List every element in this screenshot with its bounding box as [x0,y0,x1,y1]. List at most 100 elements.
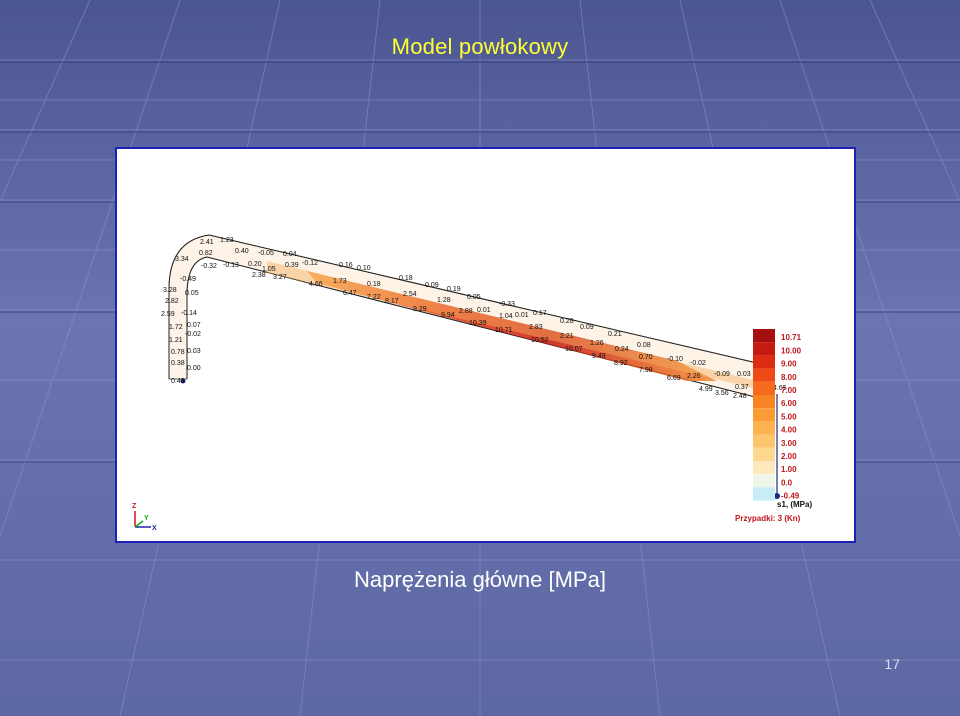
model-value-label: 0.05 [185,290,199,297]
model-value-label: -0.10 [667,356,683,363]
legend-level-label: 8.00 [781,373,797,382]
model-value-label: 10.71 [495,327,513,334]
legend-swatch [753,355,775,369]
legend-swatch [753,342,775,356]
model-value-label: 0.20 [248,261,262,268]
model-value-label: -0.02 [185,331,201,338]
model-value-label: 7.98 [639,367,653,374]
model-value-label: 2.41 [200,239,214,246]
model-value-label: -0.14 [181,310,197,317]
model-value-label: 0.08 [637,342,651,349]
model-value-label: 2.59 [161,311,175,318]
model-value-label: 1.23 [220,237,234,244]
model-value-label: 10.39 [469,320,487,327]
model-value-label: 3.34 [175,256,189,263]
model-value-label: 8.92 [614,360,628,367]
x-axis-label: X [152,525,157,532]
model-value-label: 10.52 [531,337,549,344]
model-value-label: 0.39 [285,262,299,269]
model-value-label: 0.09 [580,324,594,331]
shell-lower-edge [186,256,764,400]
stress-map-figure: 2.41 1.23 0.40 -0.05 0.04 3.34 0.82 -0.32 -0.13 0… [115,147,856,543]
model-value-label: 0.18 [399,275,413,282]
model-value-label: 2.21 [560,333,574,340]
model-value-label: 8.17 [385,298,399,305]
slide-title: Model powłokowy [391,34,569,59]
model-value-label: 0.04 [283,251,297,258]
model-value-label: 0.05 [467,294,481,301]
model-value-label: 0.17 [533,310,547,317]
legend-level-label: 10.71 [781,333,802,342]
model-value-label: 0.24 [615,346,629,353]
y-axis-label: Y [144,515,149,522]
legend-swatch [753,368,775,382]
legend-level-label: 10.00 [781,346,802,355]
model-value-label: -0.02 [690,360,706,367]
model-value-label: 0.40 [235,248,249,255]
model-value-label: 0.70 [639,354,653,361]
legend-swatch [753,474,775,488]
legend-swatch [753,434,775,448]
legend-swatch [753,408,775,422]
legend-swatch [753,381,775,395]
legend-level-label: -0.49 [781,492,800,501]
model-value-label: 0.01 [515,312,529,319]
legend-swatch [753,461,775,475]
model-value-label: -0.05 [258,250,274,257]
page-number: 17 [884,656,900,672]
model-value-label: 6.47 [343,290,357,297]
model-value-label: 7.22 [367,294,381,301]
model-value-label: 2.38 [252,272,266,279]
legend-level-label: 9.00 [781,360,797,369]
model-value-label: 0.37 [735,384,749,391]
model-value-label: -0.32 [201,263,217,270]
model-value-label: 2.26 [687,373,701,380]
model-value-label: 0.09 [425,282,439,289]
model-value-label: 4.99 [699,386,713,393]
model-value-label: 9.29 [413,306,427,313]
model-value-label: 0.28 [560,318,574,325]
model-value-label: 1.26 [590,340,604,347]
model-value-label: 2.88 [459,308,473,315]
model-value-label: 9.49 [592,353,606,360]
legend-level-label: 7.00 [781,386,797,395]
model-value-labels: 2.41 1.230.40 -0.05 0.04 3.34 0.82 -0.32 -0.13 0… [161,237,787,400]
model-value-label: 4.65 [773,385,787,392]
model-value-label: 10.07 [565,346,583,353]
model-value-label: 0.03 [187,348,201,355]
model-value-label: 4.66 [309,281,323,288]
model-value-label: 0.01 [477,307,491,314]
model-value-label: 0.82 [199,250,213,257]
model-value-label: 2.54 [403,291,417,298]
model-value-label: 9.94 [441,312,455,319]
model-value-label: 2.83 [529,324,543,331]
model-value-label: 0.48 [171,378,185,385]
z-axis-label: Z [132,503,137,510]
model-value-label: 1.28 [437,297,451,304]
legend-level-label: 3.00 [781,439,797,448]
model-value-label: 0.18 [367,281,381,288]
shell-upper-edge [168,234,758,379]
model-value-label: -0.09 [714,371,730,378]
support-node-left [180,378,186,384]
model-value-label: 0.00 [187,365,201,372]
model-value-label: 1.73 [333,278,347,285]
model-value-label: 3.27 [273,274,287,281]
model-value-label: 1.04 [499,313,513,320]
legend-quantity: s1, (MPa) [777,500,812,509]
legend-swatch [753,395,775,409]
model-value-label: 0.78 [171,349,185,356]
model-value-label: 0.19 [447,286,461,293]
model-value-label: 6.69 [667,375,681,382]
model-value-label: 3.56 [715,390,729,397]
model-value-label: 0.03 [737,371,751,378]
model-value-label: 2.82 [165,298,179,305]
model-value-label: 0.07 [187,322,201,329]
model-value-label: 1.21 [169,337,183,344]
slide-caption: Naprężenia główne [MPa] [354,567,606,592]
legend-level-label: 1.00 [781,465,797,474]
model-value-label: 0.38 [171,360,185,367]
legend-swatch [753,487,775,501]
model-value-label: 3.28 [163,287,177,294]
model-value-label: 0.16 [339,262,353,269]
